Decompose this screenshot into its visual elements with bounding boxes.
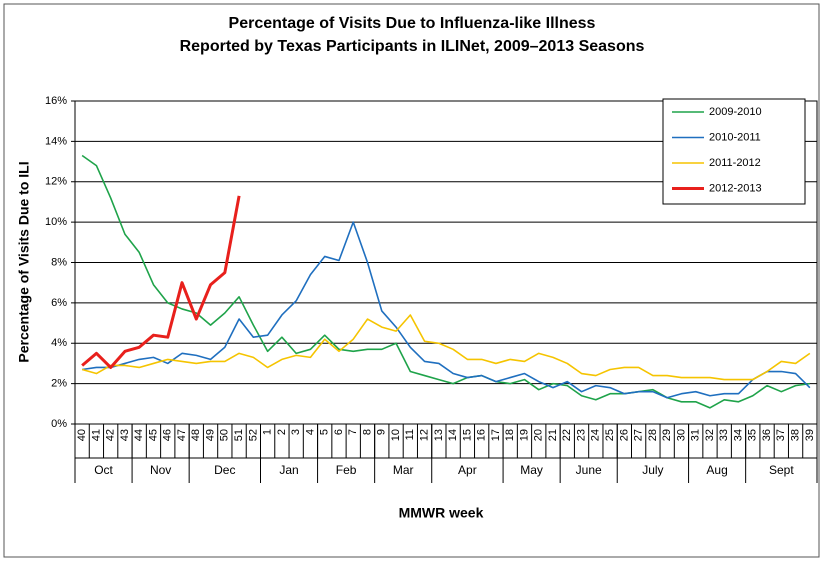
x-tick-label: 18 (504, 429, 516, 441)
chart-subtitle: Reported by Texas Participants in ILINet… (180, 38, 645, 55)
y-axis-title: Percentage of Visits Due to ILI (16, 161, 32, 362)
month-label: June (576, 463, 602, 477)
x-tick-label: 50 (219, 429, 231, 441)
x-tick-label: 39 (804, 429, 816, 441)
x-tick-label: 46 (162, 429, 174, 441)
legend-label: 2010-2011 (709, 131, 761, 143)
x-tick-label: 43 (119, 429, 131, 441)
x-tick-label: 40 (76, 429, 88, 441)
x-tick-label: 38 (790, 429, 802, 441)
month-label: Dec (214, 463, 235, 477)
series-line (81, 314, 811, 381)
x-tick-label: 5 (319, 429, 331, 435)
x-tick-label: 52 (247, 429, 259, 441)
y-tick-label: 12% (45, 176, 67, 188)
month-label: July (642, 463, 663, 477)
series-line (81, 195, 241, 369)
series-line (81, 154, 810, 409)
x-tick-label: 33 (718, 429, 730, 441)
x-tick-label: 9 (376, 429, 388, 435)
legend-label: 2012-2013 (709, 182, 762, 194)
month-label: Nov (150, 463, 171, 477)
x-tick-label: 48 (190, 429, 202, 441)
x-tick-label: 44 (133, 429, 145, 441)
month-label: May (520, 463, 543, 477)
x-tick-label: 34 (732, 429, 744, 441)
x-tick-label: 14 (447, 429, 459, 441)
month-label: Sept (769, 463, 794, 477)
x-tick-label: 2 (276, 429, 288, 435)
x-tick-label: 35 (747, 429, 759, 441)
x-axis-title: MMWR week (399, 505, 484, 521)
x-tick-label: 27 (633, 429, 645, 441)
x-tick-label: 6 (333, 429, 345, 435)
x-tick-label: 7 (347, 429, 359, 435)
x-tick-label: 49 (204, 429, 216, 441)
x-tick-label: 42 (105, 429, 117, 441)
month-label: Oct (94, 463, 113, 477)
x-tick-label: 20 (533, 429, 545, 441)
chart-title: Percentage of Visits Due to Influenza-li… (229, 15, 596, 32)
y-tick-label: 0% (51, 418, 67, 430)
x-tick-label: 15 (461, 429, 473, 441)
month-label: Apr (458, 463, 477, 477)
x-tick-label: 19 (518, 429, 530, 441)
y-tick-label: 6% (51, 297, 67, 309)
x-tick-label: 1 (262, 429, 274, 435)
x-tick-label: 45 (147, 429, 159, 441)
month-label: Mar (393, 463, 414, 477)
x-tick-label: 23 (575, 429, 587, 441)
x-tick-label: 12 (419, 429, 431, 441)
x-tick-label: 21 (547, 429, 559, 441)
y-tick-label: 2% (51, 378, 67, 390)
x-tick-label: 8 (361, 429, 373, 435)
y-tick-label: 16% (45, 95, 67, 107)
series-line (82, 221, 811, 399)
x-tick-label: 24 (590, 429, 602, 441)
x-tick-label: 30 (675, 429, 687, 441)
x-tick-label: 47 (176, 429, 188, 441)
x-tick-label: 4 (304, 429, 316, 435)
x-tick-label: 3 (290, 429, 302, 435)
month-label: Aug (706, 463, 727, 477)
x-tick-label: 31 (690, 429, 702, 441)
legend-box (662, 98, 806, 205)
month-label: Feb (336, 463, 357, 477)
x-tick-label: 28 (647, 429, 659, 441)
x-tick-label: 36 (761, 429, 773, 441)
y-tick-label: 4% (51, 337, 67, 349)
y-tick-label: 14% (45, 135, 67, 147)
month-label: Jan (279, 463, 298, 477)
x-tick-label: 29 (661, 429, 673, 441)
x-tick-label: 10 (390, 429, 402, 441)
y-tick-label: 10% (45, 216, 67, 228)
x-tick-label: 25 (604, 429, 616, 441)
x-tick-label: 16 (476, 429, 488, 441)
y-tick-label: 8% (51, 256, 67, 268)
x-tick-label: 37 (775, 429, 787, 441)
x-tick-label: 51 (233, 429, 245, 441)
x-tick-label: 13 (433, 429, 445, 441)
legend-label: 2009-2010 (709, 106, 762, 118)
x-tick-label: 22 (561, 429, 573, 441)
x-tick-label: 26 (618, 429, 630, 441)
legend-label: 2011-2012 (709, 157, 761, 169)
x-tick-label: 32 (704, 429, 716, 441)
x-tick-label: 11 (404, 429, 416, 440)
x-tick-label: 17 (490, 429, 502, 441)
x-tick-label: 41 (90, 429, 102, 441)
